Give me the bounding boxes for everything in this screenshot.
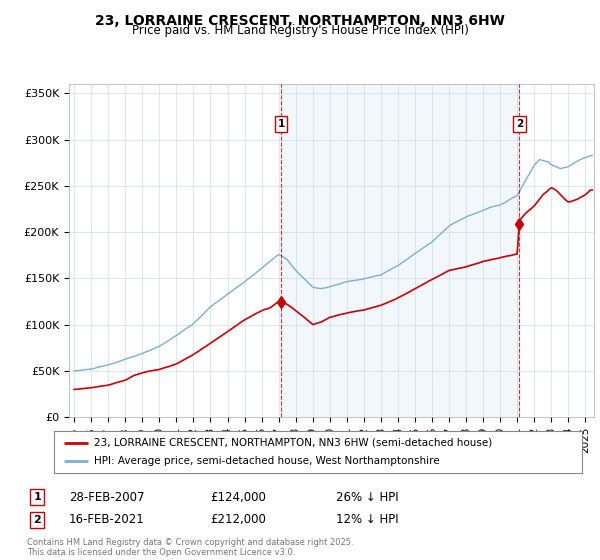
Text: 1: 1	[34, 492, 41, 502]
Text: 26% ↓ HPI: 26% ↓ HPI	[336, 491, 398, 504]
Text: 1: 1	[278, 119, 285, 129]
Text: £212,000: £212,000	[210, 513, 266, 526]
Text: Price paid vs. HM Land Registry's House Price Index (HPI): Price paid vs. HM Land Registry's House …	[131, 24, 469, 37]
Text: 23, LORRAINE CRESCENT, NORTHAMPTON, NN3 6HW (semi-detached house): 23, LORRAINE CRESCENT, NORTHAMPTON, NN3 …	[94, 438, 492, 448]
Text: 23, LORRAINE CRESCENT, NORTHAMPTON, NN3 6HW: 23, LORRAINE CRESCENT, NORTHAMPTON, NN3 …	[95, 14, 505, 28]
Text: 16-FEB-2021: 16-FEB-2021	[69, 513, 145, 526]
Text: Contains HM Land Registry data © Crown copyright and database right 2025.
This d: Contains HM Land Registry data © Crown c…	[27, 538, 353, 557]
Text: £124,000: £124,000	[210, 491, 266, 504]
Text: 2: 2	[34, 515, 41, 525]
Bar	[281, 84, 520, 417]
Text: 28-FEB-2007: 28-FEB-2007	[69, 491, 145, 504]
Text: 12% ↓ HPI: 12% ↓ HPI	[336, 513, 398, 526]
Text: HPI: Average price, semi-detached house, West Northamptonshire: HPI: Average price, semi-detached house,…	[94, 456, 439, 466]
Text: 2: 2	[516, 119, 523, 129]
